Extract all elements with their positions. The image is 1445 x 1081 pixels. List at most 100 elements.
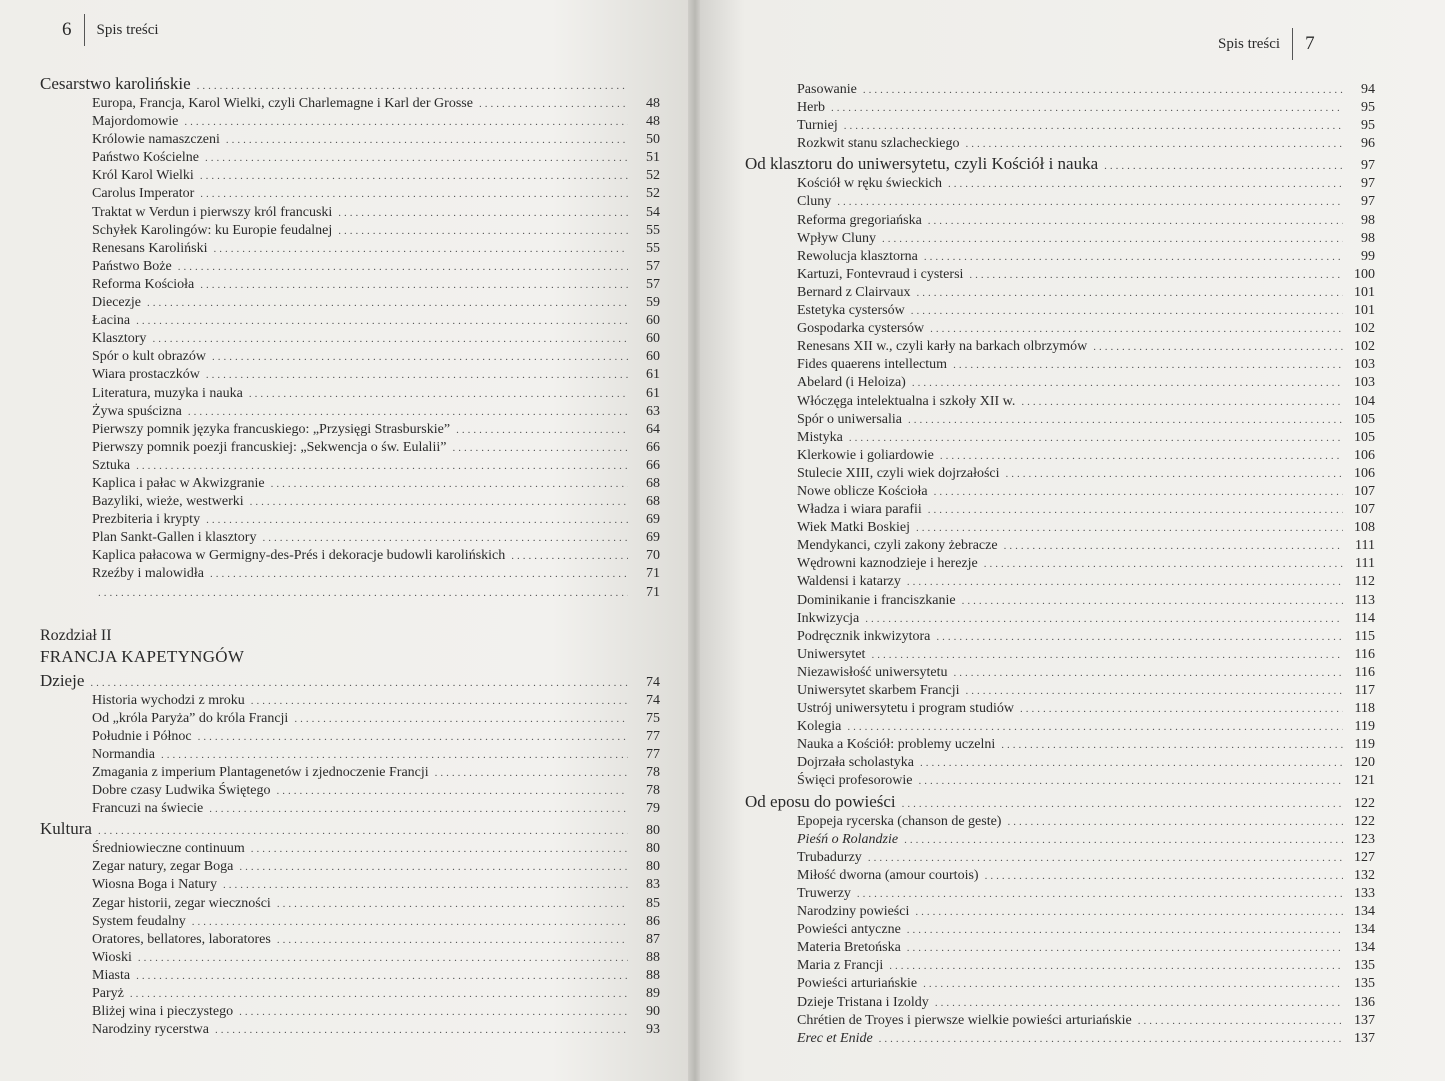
dot-leader xyxy=(226,134,628,146)
entry-title: Inkwizycja xyxy=(797,610,860,626)
dot-leader xyxy=(205,152,628,164)
entry-title: Prezbiteria i krypty xyxy=(92,512,201,528)
toc-entry: Dobre czasy Ludwika Świętego 78 xyxy=(40,783,660,801)
book-gutter xyxy=(688,0,702,1081)
toc-entry: Wiara prostaczków 61 xyxy=(40,367,660,385)
entry-title: Królowie namaszczeni xyxy=(92,132,220,148)
entry-title: Normandia xyxy=(92,746,155,762)
toc-entry: Oratores, bellatores, laboratores 87 xyxy=(40,932,660,950)
entry-page-number: 68 xyxy=(646,494,660,510)
toc-entry: Majordomowie 48 xyxy=(40,114,660,132)
dot-leader xyxy=(161,749,628,761)
dot-leader xyxy=(1006,468,1343,480)
dot-leader xyxy=(1138,1015,1343,1027)
toc-entry: Żywa spuścizna 63 xyxy=(40,404,660,422)
entry-page-number: 97 xyxy=(1361,158,1375,174)
entry-page-number: 135 xyxy=(1354,958,1375,974)
entry-title: Podręcznik inkwizytora xyxy=(797,628,931,644)
toc-entry: Rzeźby i malowidła 71 xyxy=(40,566,660,584)
entry-page-number: 97 xyxy=(1361,176,1375,192)
dot-leader xyxy=(916,522,1343,534)
toc-entry: Podręcznik inkwizytora 115 xyxy=(745,629,1375,647)
entry-title: Fides quaerens intellectum xyxy=(797,357,948,373)
entry-page-number: 52 xyxy=(646,186,660,202)
dot-leader xyxy=(249,388,628,400)
entry-title: Schyłek Karolingów: ku Europie feudalnej xyxy=(92,222,333,238)
running-head: Spis treści 7 xyxy=(1218,28,1315,60)
entry-title: Francuzi na świecie xyxy=(92,801,204,817)
toc-entry: Wędrowni kaznodzieje i herezje 111 xyxy=(745,556,1375,574)
entry-page-number: 80 xyxy=(646,859,660,875)
dot-leader xyxy=(871,649,1343,661)
entry-page-number: 87 xyxy=(646,931,660,947)
entry-title: Cesarstwo karolińskie xyxy=(40,74,191,93)
page-number: 7 xyxy=(1305,33,1315,54)
entry-page-number: 105 xyxy=(1354,429,1375,445)
entry-title: Żywa spuścizna xyxy=(92,403,182,419)
entry-title: Dobre czasy Ludwika Świętego xyxy=(92,783,271,799)
entry-page-number: 108 xyxy=(1354,520,1375,536)
toc-entry: Klasztory 60 xyxy=(40,331,660,349)
entry-title: Gospodarka cystersów xyxy=(797,321,925,337)
toc-entry: Dominikanie i franciszkanie 113 xyxy=(745,593,1375,611)
toc-entry: Literatura, muzyka i nauka 61 xyxy=(40,386,660,404)
dot-leader xyxy=(966,138,1343,150)
dot-leader xyxy=(130,988,628,1000)
toc-entry: Rozkwit stanu szlacheckiego 96 xyxy=(745,136,1375,154)
toc-entry: Rewolucja klasztorna 99 xyxy=(745,249,1375,267)
entry-page-number: 60 xyxy=(646,349,660,365)
toc-entry: Spór o uniwersalia 105 xyxy=(745,412,1375,430)
running-head: 6 Spis treści xyxy=(62,14,159,46)
entry-page-number: 102 xyxy=(1354,321,1375,337)
entry-page-number: 77 xyxy=(646,728,660,744)
dot-leader xyxy=(934,486,1343,498)
entry-page-number: 95 xyxy=(1361,118,1375,134)
toc-entry: Cluny 97 xyxy=(745,194,1375,212)
entry-title: Kaplica i pałac w Akwizgranie xyxy=(92,475,265,491)
entry-title: Rozkwit stanu szlacheckiego xyxy=(797,136,960,152)
entry-page-number: 61 xyxy=(646,385,660,401)
entry-title: Traktat w Verdun i pierwszy król francus… xyxy=(92,204,333,220)
entry-title: Waldensi i katarzy xyxy=(797,574,901,590)
entry-page-number: 135 xyxy=(1354,976,1375,992)
entry-title: Nowe oblicze Kościoła xyxy=(797,483,928,499)
running-head-title: Spis treści xyxy=(96,21,159,38)
entry-title: Od „króla Paryża” do króla Francji xyxy=(92,710,289,726)
entry-page-number: 121 xyxy=(1354,773,1375,789)
entry-title: Narodziny powieści xyxy=(797,904,910,920)
entry-title: Wiek Matki Boskiej xyxy=(797,520,910,536)
entry-title: Kultura xyxy=(40,819,92,839)
entry-page-number: 133 xyxy=(1354,885,1375,901)
dot-leader xyxy=(262,532,628,544)
dot-leader xyxy=(215,1024,628,1036)
dot-leader xyxy=(338,207,628,219)
entry-title: Od klasztoru do uniwersytetu, czyli Kośc… xyxy=(745,154,1099,174)
entry-title: Truwerzy xyxy=(797,885,851,901)
toc-entry: Spór o kult obrazów 60 xyxy=(40,349,660,367)
toc-entry: Fides quaerens intellectum 103 xyxy=(745,357,1375,375)
dot-leader xyxy=(907,924,1343,936)
toc-entry: Kolegia 119 xyxy=(745,719,1375,737)
entry-title: Europa, Francja, Karol Wielki, czyli Cha… xyxy=(92,96,473,111)
toc-entry: Bliżej wina i pieczystego 90 xyxy=(40,1004,660,1022)
dot-leader xyxy=(198,731,628,743)
dot-leader xyxy=(276,785,628,797)
toc-entry: Truwerzy 133 xyxy=(745,886,1375,904)
toc-entry: Niezawisłość uniwersytetu 116 xyxy=(745,665,1375,683)
entry-title: Historia wychodzi z mroku xyxy=(92,692,245,708)
toc-entry: Bazyliki, wieże, westwerki 68 xyxy=(40,494,660,512)
entry-title: Rewolucja klasztorna xyxy=(797,248,918,264)
left-page: 6 Spis treści Cesarstwo karolińskie Europ… xyxy=(0,0,690,1081)
toc-entry: Od „króla Paryża” do króla Francji 75 xyxy=(40,711,660,729)
entry-title: Materia Bretońska xyxy=(797,940,901,956)
entry-page-number: 55 xyxy=(646,240,660,256)
entry-page-number: 50 xyxy=(646,132,660,148)
entry-page-number: 107 xyxy=(1354,483,1375,499)
dot-leader xyxy=(930,323,1343,335)
toc-list: Pasowanie 94 Herb 95 Turniej 95 Rozkwit stanu … xyxy=(745,82,1375,1049)
chapter-label: Rozdział II xyxy=(40,626,112,644)
entry-page-number: 102 xyxy=(1354,339,1375,355)
entry-title: Południe i Północ xyxy=(92,728,192,744)
entry-title: Wędrowni kaznodzieje i herezje xyxy=(797,556,978,572)
entry-title: Zegar historii, zegar wieczności xyxy=(92,895,271,911)
